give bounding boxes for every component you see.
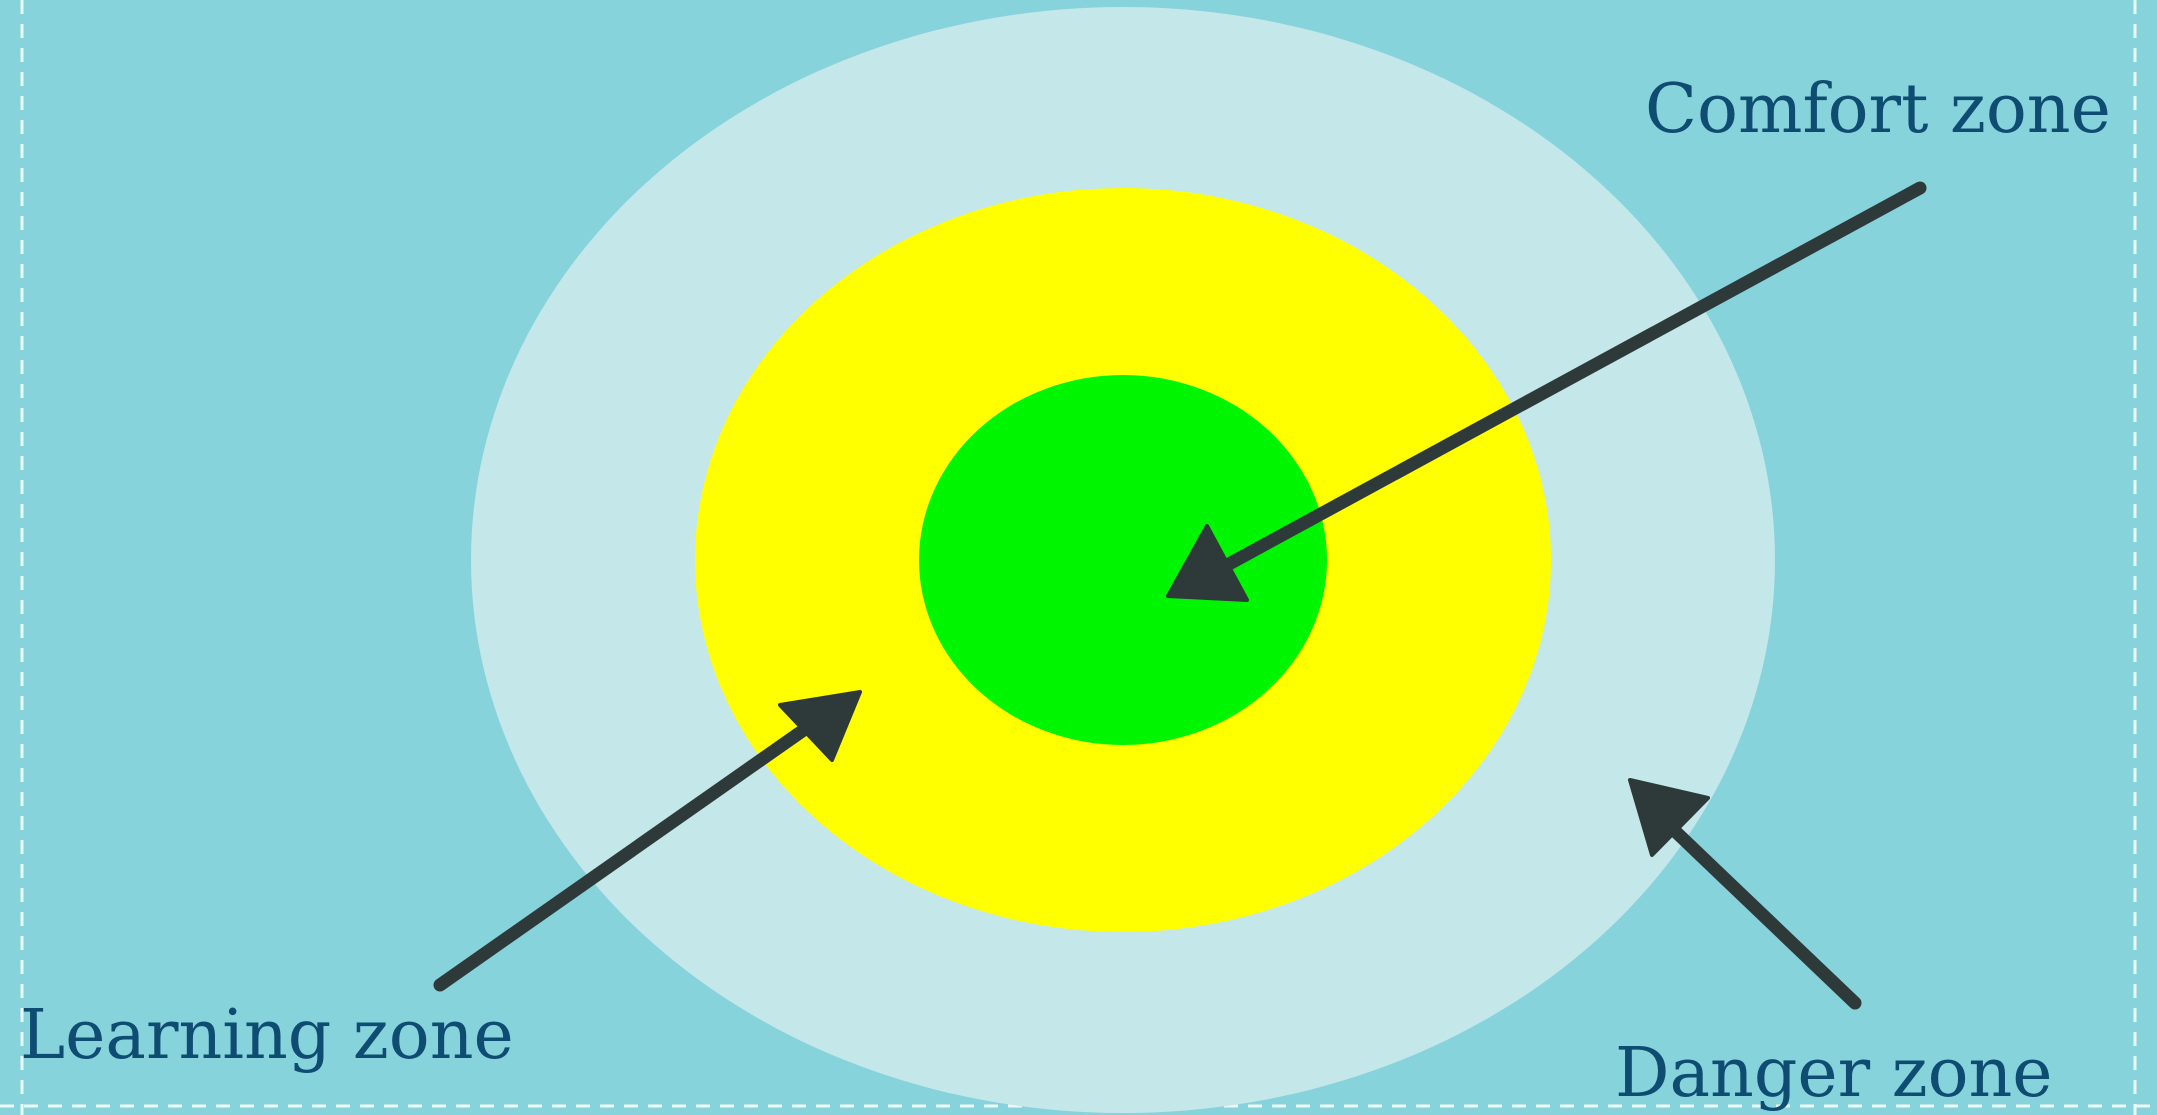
learning-zone-label: Learning zone	[20, 996, 514, 1075]
learning-arrow-head	[778, 690, 862, 762]
danger-zone-label: Danger zone	[1615, 1034, 2053, 1113]
learning-arrow-line	[433, 708, 832, 992]
comfort-arrow-head	[1166, 524, 1249, 602]
comfort-zone-label: Comfort zone	[1645, 70, 2111, 149]
danger-arrow-head	[1628, 778, 1710, 857]
danger-arrow-line	[1648, 805, 1862, 1010]
comfort-arrow-line	[1198, 181, 1927, 584]
comfort-zone-center	[919, 375, 1327, 745]
arrows	[433, 181, 1927, 1010]
